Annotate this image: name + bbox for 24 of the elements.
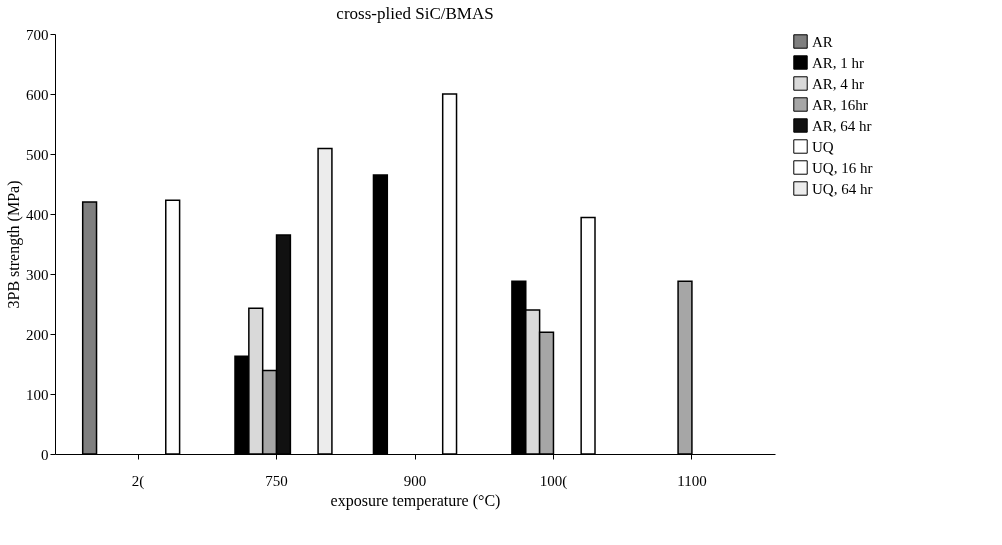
y-tick-label: 600: [26, 86, 49, 103]
x-axis-title: exposure temperature (°C): [330, 491, 501, 510]
x-tick-label: 900: [403, 472, 427, 489]
y-tick-label: 0: [41, 446, 49, 463]
legend-label: AR, 1 hr: [812, 54, 865, 71]
chart-title: cross-plied SiC/BMAS: [336, 4, 494, 23]
y-tick-label: 500: [26, 146, 49, 163]
legend-label: AR, 64 hr: [812, 117, 872, 134]
y-tick-label: 200: [26, 326, 49, 343]
y-tick-label: 400: [26, 206, 49, 223]
y-tick-label: 300: [26, 266, 49, 283]
legend-label: AR, 4 hr: [812, 75, 865, 92]
y-tick-label: 100: [26, 386, 49, 403]
legend-label: AR: [812, 33, 833, 50]
x-tick-label: 100(: [539, 472, 568, 490]
legend-label: UQ, 16 hr: [812, 159, 873, 176]
x-tick-label: 750: [265, 472, 288, 489]
legend-label: UQ: [812, 138, 834, 155]
legend-label: UQ, 64 hr: [812, 180, 873, 197]
y-tick-label: 700: [26, 26, 49, 43]
x-tick-label: 1100: [677, 472, 707, 489]
x-tick-label: 2(: [131, 472, 145, 490]
y-axis-title: 3PB strength (MPa): [5, 180, 23, 309]
legend-label: AR, 16hr: [812, 96, 868, 113]
